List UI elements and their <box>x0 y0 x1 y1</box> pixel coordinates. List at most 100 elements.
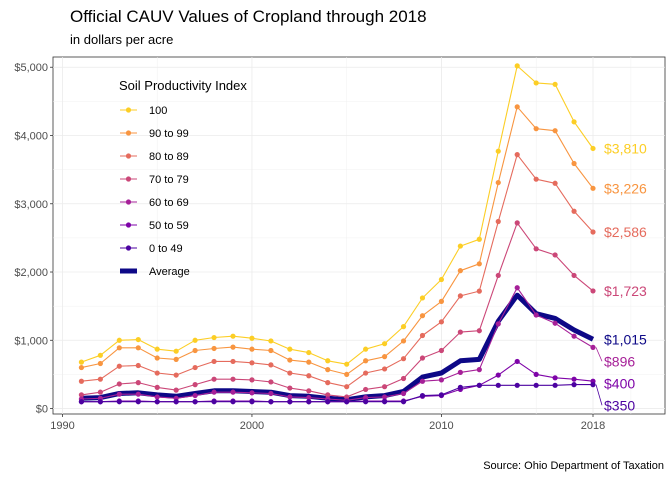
series-line <box>81 222 594 398</box>
data-point <box>571 376 577 382</box>
data-point <box>381 394 388 400</box>
data-point <box>363 346 369 352</box>
data-point <box>533 80 539 86</box>
data-point <box>419 295 426 301</box>
legend-label: 100 <box>149 105 167 117</box>
data-point <box>116 363 122 369</box>
legend-key-point <box>125 222 132 228</box>
data-point <box>173 348 179 354</box>
y-tick-label: $3,000 <box>14 199 48 211</box>
data-point <box>268 338 274 344</box>
chart-subtitle: in dollars per acre <box>70 32 173 47</box>
plot-panel <box>52 56 666 415</box>
data-point <box>249 360 255 366</box>
data-point <box>230 376 236 382</box>
data-point <box>495 382 501 388</box>
data-point <box>419 378 426 384</box>
data-point <box>173 387 179 393</box>
legend-label: 90 to 99 <box>149 128 189 140</box>
data-point <box>78 392 85 398</box>
data-point <box>457 268 463 274</box>
data-point <box>211 358 217 365</box>
data-point <box>268 347 274 354</box>
legend-item: 100 <box>120 105 167 117</box>
data-point <box>457 369 463 375</box>
series-line <box>81 287 594 401</box>
data-point <box>381 399 388 405</box>
end-label: $3,810 <box>604 140 647 156</box>
data-point <box>476 328 482 334</box>
data-point <box>552 81 558 87</box>
data-point <box>154 355 160 361</box>
data-point <box>381 366 388 372</box>
legend-label: 70 to 79 <box>149 174 189 186</box>
data-point <box>192 382 198 388</box>
data-point <box>268 399 274 405</box>
data-point <box>97 352 103 358</box>
data-point <box>344 371 350 378</box>
data-point <box>381 354 388 360</box>
data-point <box>381 384 388 390</box>
data-point <box>173 399 179 405</box>
data-point <box>116 337 122 343</box>
data-point <box>325 392 331 398</box>
legend: Soil Productivity Index 100 90 to 99 80 to… <box>119 78 247 278</box>
end-label: $2,586 <box>604 224 647 240</box>
data-point <box>363 358 369 364</box>
y-tick-label: $0 <box>36 404 48 416</box>
data-point <box>325 399 331 405</box>
series-line <box>81 65 594 365</box>
data-point <box>78 399 85 405</box>
legend-key-point <box>125 153 132 159</box>
legend-key-point <box>125 199 132 205</box>
legend-key-point <box>125 245 132 251</box>
legend-item: 60 to 69 <box>120 197 189 209</box>
legend-title: Soil Productivity Index <box>119 78 247 93</box>
data-point <box>306 349 312 356</box>
data-point <box>571 208 577 214</box>
data-point <box>363 386 369 393</box>
data-point <box>381 341 388 347</box>
series-0-to-49 <box>78 382 596 405</box>
legend-item: 70 to 79 <box>120 174 189 186</box>
data-point <box>306 373 312 379</box>
data-point <box>514 104 520 110</box>
x-tick-label: 2010 <box>429 420 453 432</box>
data-point <box>192 347 198 354</box>
data-point <box>438 392 445 398</box>
data-point <box>438 319 445 325</box>
y-axis: $0 $1,000 $2,000 $3,000 $4,000 $5,000 <box>14 62 53 416</box>
end-label: $1,015 <box>604 331 647 347</box>
y-tick-label: $1,000 <box>14 335 48 347</box>
data-point <box>154 346 160 352</box>
series-average <box>81 292 595 403</box>
data-point <box>571 272 577 279</box>
data-point <box>211 389 217 395</box>
data-point <box>344 361 350 367</box>
data-point <box>590 288 596 294</box>
data-point <box>192 364 198 371</box>
data-point <box>116 345 122 351</box>
y-tick-label: $4,000 <box>14 130 48 142</box>
y-tick-label: $2,000 <box>14 267 48 279</box>
data-point <box>306 359 312 365</box>
data-point <box>533 312 539 318</box>
data-point <box>533 176 539 182</box>
x-axis: 1990 2000 2010 2018 <box>50 414 605 432</box>
data-point <box>495 321 501 327</box>
data-point <box>154 399 160 405</box>
data-point <box>533 126 539 132</box>
data-point <box>192 399 198 405</box>
data-point <box>116 399 122 405</box>
series-line <box>81 292 595 403</box>
data-point <box>97 376 103 382</box>
data-point <box>495 148 501 154</box>
data-point <box>476 382 482 388</box>
data-point <box>287 394 293 400</box>
data-point <box>400 324 407 330</box>
legend-label: 60 to 69 <box>149 197 189 209</box>
data-point <box>287 346 293 352</box>
data-point <box>552 382 558 388</box>
data-point <box>552 128 558 134</box>
data-point <box>249 377 255 383</box>
